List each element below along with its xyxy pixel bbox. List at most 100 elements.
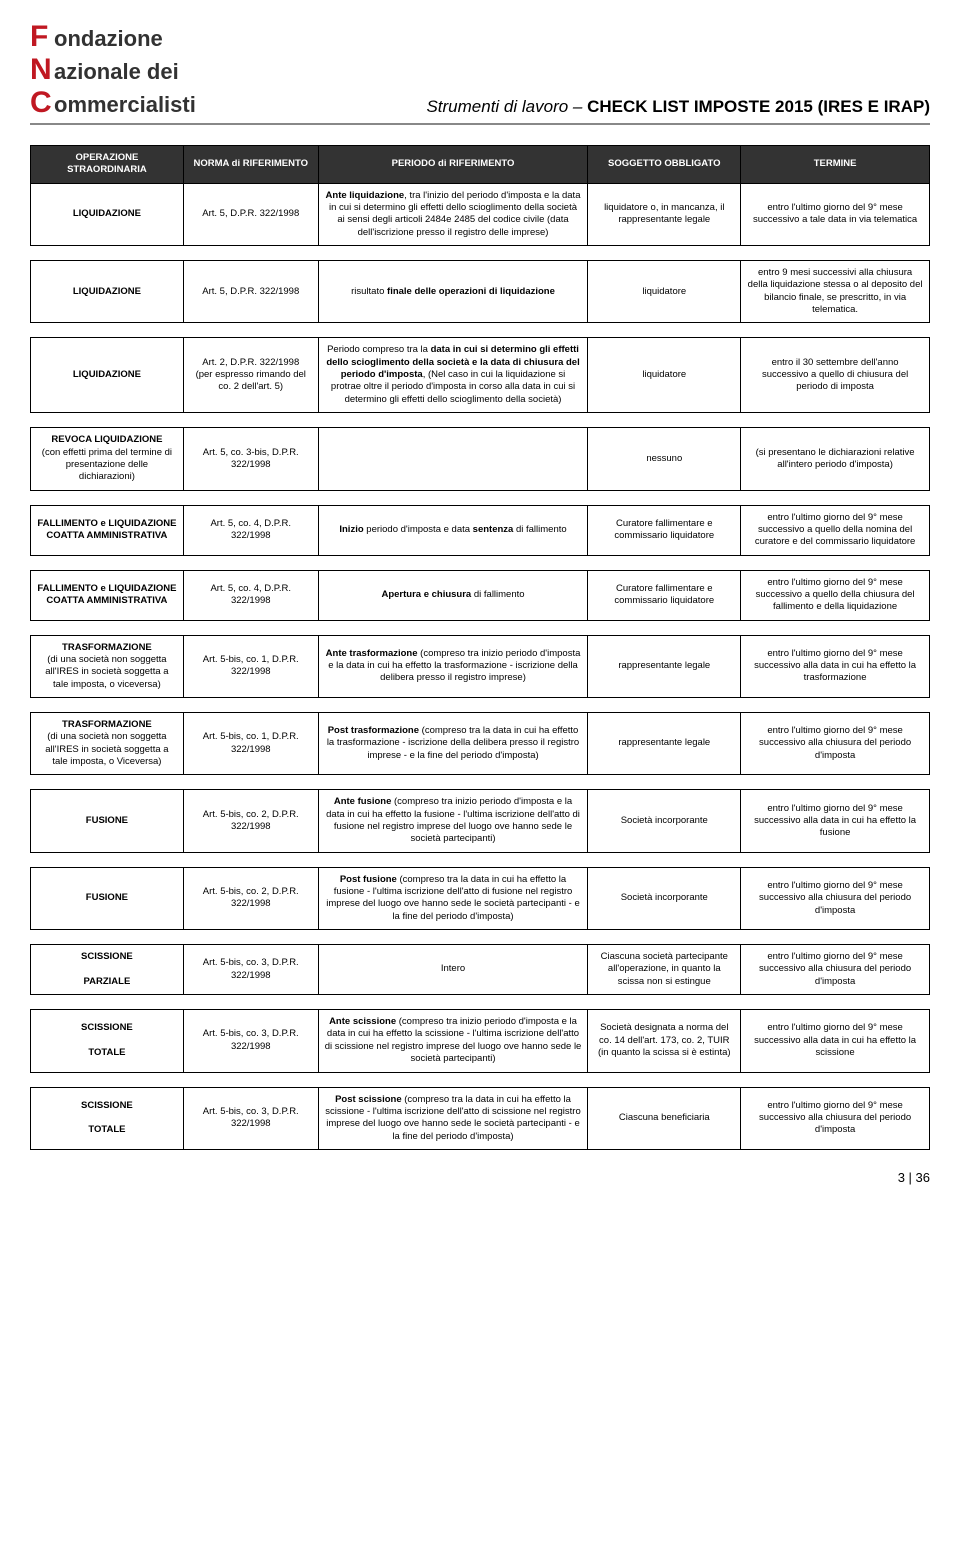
document-title: Strumenti di lavoro – CHECK LIST IMPOSTE… (426, 97, 930, 119)
title-bold: CHECK LIST IMPOSTE 2015 (IRES E IRAP) (587, 97, 930, 116)
cell-norm: Art. 5, co. 3-bis, D.P.R. 322/1998 (183, 428, 318, 490)
table-row: SCISSIONETOTALEArt. 5-bis, co. 3, D.P.R.… (31, 1010, 930, 1072)
logo-word-3: ommercialisti (54, 93, 196, 117)
cell-term: entro l'ultimo giorno del 9° mese succes… (741, 570, 930, 620)
cell-per: Apertura e chiusura di fallimento (318, 570, 588, 620)
cell-op: LIQUIDAZIONE (31, 183, 184, 245)
data-table-0: OPERAZIONE STRAORDINARIANORMA di RIFERIM… (30, 145, 930, 246)
cell-per: Ante scissione (compreso tra inizio peri… (318, 1010, 588, 1072)
cell-term: entro l'ultimo giorno del 9° mese succes… (741, 867, 930, 929)
col-header-norm: NORMA di RIFERIMENTO (183, 146, 318, 184)
cell-term: entro l'ultimo giorno del 9° mese succes… (741, 790, 930, 852)
cell-sog: Ciascuna società partecipante all'operaz… (588, 945, 741, 995)
cell-op: TRASFORMAZIONE(di una società non sogget… (31, 712, 184, 774)
cell-norm: Art. 5, co. 4, D.P.R. 322/1998 (183, 505, 318, 555)
cell-op: FUSIONE (31, 790, 184, 852)
cell-term: entro l'ultimo giorno del 9° mese succes… (741, 183, 930, 245)
cell-per: Ante trasformazione (compreso tra inizio… (318, 635, 588, 697)
logo-letter-n: N (30, 53, 54, 86)
cell-sog: Società designata a norma del co. 14 del… (588, 1010, 741, 1072)
cell-per: Post fusione (compreso tra la data in cu… (318, 867, 588, 929)
data-table-11: SCISSIONETOTALEArt. 5-bis, co. 3, D.P.R.… (30, 1009, 930, 1072)
cell-per: Post trasformazione (compreso tra la dat… (318, 712, 588, 774)
cell-term: entro il 30 settembre dell'anno successi… (741, 338, 930, 413)
cell-sog: Società incorporante (588, 790, 741, 852)
cell-per: Ante liquidazione, tra l'inizio del peri… (318, 183, 588, 245)
table-row: TRASFORMAZIONE(di una società non sogget… (31, 635, 930, 697)
data-table-4: FALLIMENTO e LIQUIDAZIONE COATTA AMMINIS… (30, 505, 930, 556)
page-header: F ondazione N azionale dei C ommercialis… (30, 20, 930, 125)
table-row: SCISSIONEPARZIALEArt. 5-bis, co. 3, D.P.… (31, 945, 930, 995)
data-table-2: LIQUIDAZIONEArt. 2, D.P.R. 322/1998(per … (30, 337, 930, 413)
data-table-3: REVOCA LIQUIDAZIONE(con effetti prima de… (30, 427, 930, 490)
cell-op: TRASFORMAZIONE(di una società non sogget… (31, 635, 184, 697)
cell-term: entro l'ultimo giorno del 9° mese succes… (741, 505, 930, 555)
cell-per: risultato finale delle operazioni di liq… (318, 261, 588, 323)
cell-per: Post scissione (compreso tra la data in … (318, 1087, 588, 1149)
page-footer: 3 | 36 (30, 1170, 930, 1185)
col-header-per: PERIODO di RIFERIMENTO (318, 146, 588, 184)
cell-sog: liquidatore o, in mancanza, il rappresen… (588, 183, 741, 245)
cell-sog: Curatore fallimentare e commissario liqu… (588, 570, 741, 620)
table-row: SCISSIONETOTALEArt. 5-bis, co. 3, D.P.R.… (31, 1087, 930, 1149)
cell-sog: liquidatore (588, 261, 741, 323)
cell-sog: nessuno (588, 428, 741, 490)
table-row: FALLIMENTO e LIQUIDAZIONE COATTA AMMINIS… (31, 570, 930, 620)
cell-term: entro l'ultimo giorno del 9° mese succes… (741, 1087, 930, 1149)
table-row: LIQUIDAZIONEArt. 5, D.P.R. 322/1998risul… (31, 261, 930, 323)
cell-op: SCISSIONETOTALE (31, 1010, 184, 1072)
cell-op: REVOCA LIQUIDAZIONE(con effetti prima de… (31, 428, 184, 490)
cell-per: Intero (318, 945, 588, 995)
cell-sog: Curatore fallimentare e commissario liqu… (588, 505, 741, 555)
cell-per: Periodo compreso tra la data in cui si d… (318, 338, 588, 413)
cell-norm: Art. 5-bis, co. 2, D.P.R. 322/1998 (183, 790, 318, 852)
cell-term: (si presentano le dichiarazioni relative… (741, 428, 930, 490)
table-row: FUSIONEArt. 5-bis, co. 2, D.P.R. 322/199… (31, 867, 930, 929)
table-row: TRASFORMAZIONE(di una società non sogget… (31, 712, 930, 774)
cell-norm: Art. 5, D.P.R. 322/1998 (183, 183, 318, 245)
cell-norm: Art. 5, co. 4, D.P.R. 322/1998 (183, 570, 318, 620)
cell-term: entro l'ultimo giorno del 9° mese succes… (741, 945, 930, 995)
title-italic: Strumenti di lavoro – (426, 97, 587, 116)
cell-sog: liquidatore (588, 338, 741, 413)
cell-per (318, 428, 588, 490)
cell-norm: Art. 5-bis, co. 2, D.P.R. 322/1998 (183, 867, 318, 929)
cell-norm: Art. 5-bis, co. 1, D.P.R. 322/1998 (183, 712, 318, 774)
logo-letter-f: F (30, 20, 54, 53)
data-table-1: LIQUIDAZIONEArt. 5, D.P.R. 322/1998risul… (30, 260, 930, 323)
data-table-5: FALLIMENTO e LIQUIDAZIONE COATTA AMMINIS… (30, 570, 930, 621)
table-row: FALLIMENTO e LIQUIDAZIONE COATTA AMMINIS… (31, 505, 930, 555)
cell-per: Ante fusione (compreso tra inizio period… (318, 790, 588, 852)
cell-op: SCISSIONEPARZIALE (31, 945, 184, 995)
data-table-6: TRASFORMAZIONE(di una società non sogget… (30, 635, 930, 698)
data-table-12: SCISSIONETOTALEArt. 5-bis, co. 3, D.P.R.… (30, 1087, 930, 1150)
cell-op: SCISSIONETOTALE (31, 1087, 184, 1149)
col-header-op: OPERAZIONE STRAORDINARIA (31, 146, 184, 184)
logo: F ondazione N azionale dei C ommercialis… (30, 20, 196, 119)
table-row: FUSIONEArt. 5-bis, co. 2, D.P.R. 322/199… (31, 790, 930, 852)
data-table-7: TRASFORMAZIONE(di una società non sogget… (30, 712, 930, 775)
cell-norm: Art. 5-bis, co. 1, D.P.R. 322/1998 (183, 635, 318, 697)
cell-term: entro l'ultimo giorno del 9° mese succes… (741, 1010, 930, 1072)
cell-norm: Art. 5-bis, co. 3, D.P.R. 322/1998 (183, 1010, 318, 1072)
cell-per: Inizio periodo d'imposta e data sentenza… (318, 505, 588, 555)
cell-sog: Ciascuna beneficiaria (588, 1087, 741, 1149)
cell-norm: Art. 5, D.P.R. 322/1998 (183, 261, 318, 323)
cell-op: FALLIMENTO e LIQUIDAZIONE COATTA AMMINIS… (31, 505, 184, 555)
cell-term: entro 9 mesi successivi alla chiusura de… (741, 261, 930, 323)
logo-letter-c: C (30, 86, 54, 119)
tables-container: OPERAZIONE STRAORDINARIANORMA di RIFERIM… (30, 145, 930, 1150)
table-row: LIQUIDAZIONEArt. 5, D.P.R. 322/1998Ante … (31, 183, 930, 245)
table-row: LIQUIDAZIONEArt. 2, D.P.R. 322/1998(per … (31, 338, 930, 413)
table-row: REVOCA LIQUIDAZIONE(con effetti prima de… (31, 428, 930, 490)
cell-norm: Art. 5-bis, co. 3, D.P.R. 322/1998 (183, 1087, 318, 1149)
col-header-sog: SOGGETTO OBBLIGATO (588, 146, 741, 184)
cell-op: FUSIONE (31, 867, 184, 929)
cell-op: FALLIMENTO e LIQUIDAZIONE COATTA AMMINIS… (31, 570, 184, 620)
col-header-term: TERMINE (741, 146, 930, 184)
logo-word-2: azionale dei (54, 60, 179, 84)
cell-norm: Art. 2, D.P.R. 322/1998(per espresso rim… (183, 338, 318, 413)
data-table-9: FUSIONEArt. 5-bis, co. 2, D.P.R. 322/199… (30, 867, 930, 930)
cell-sog: Società incorporante (588, 867, 741, 929)
data-table-8: FUSIONEArt. 5-bis, co. 2, D.P.R. 322/199… (30, 789, 930, 852)
